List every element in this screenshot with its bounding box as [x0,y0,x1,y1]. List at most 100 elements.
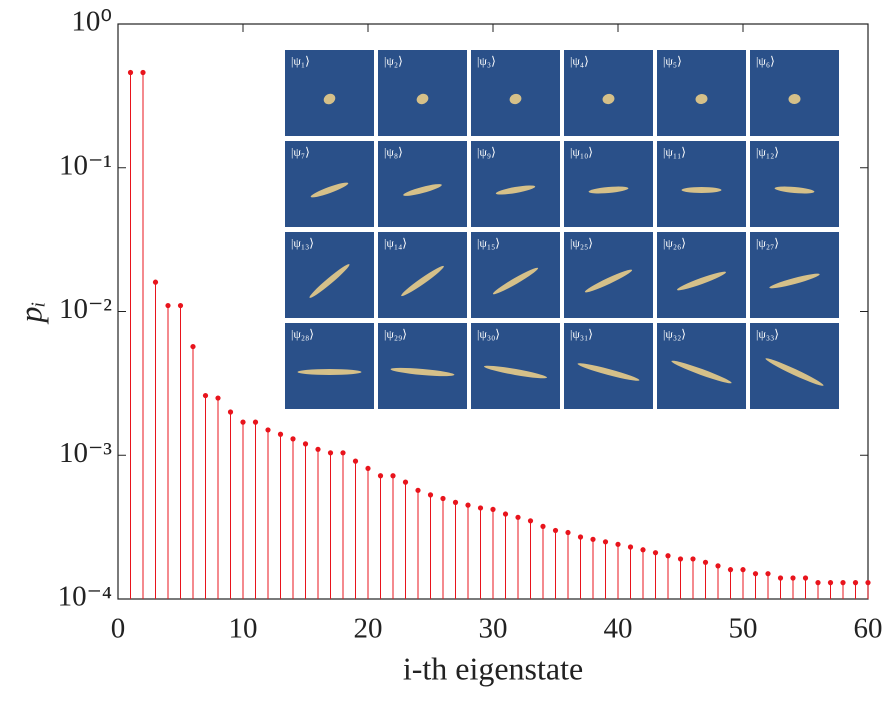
stem-marker [565,529,571,536]
inset-tile [750,232,839,318]
inset-tile [750,50,839,136]
y-tick-label: 10⁻² [59,293,112,325]
stem-marker [240,419,246,425]
x-tick-label: 20 [354,613,383,645]
stem-marker [465,502,471,508]
inset-tile [285,232,374,318]
inset-label: |ψ₅⟩ [663,54,682,68]
y-tick-label: 10⁻³ [59,437,112,469]
stem-marker [715,563,721,569]
stem-marker [815,580,821,586]
stem-marker [752,571,759,577]
inset-label: |ψ₆⟩ [756,54,775,68]
inset-blob [297,369,362,375]
stem-marker [590,536,596,542]
stem-marker [677,556,684,562]
stem-marker [365,465,371,472]
y-tick-label: 10⁰ [71,6,112,38]
stem-marker [602,539,609,545]
stem-marker [227,409,234,415]
stem-marker [827,580,834,586]
inset-blob [416,93,429,105]
inset-tile [378,232,467,318]
inset-tile [285,323,374,409]
inset-blob [509,93,522,105]
inset-label: |ψ₃⟩ [477,54,496,68]
y-tick-label: 10⁻¹ [59,149,112,181]
inset-tile [378,323,467,409]
x-tick-label: 60 [854,613,883,645]
stem-marker [527,518,534,524]
inset-blob [584,269,633,293]
inset-blob [788,93,801,105]
stem-marker [515,514,521,520]
inset-label: |ψ₈⟩ [384,145,403,159]
inset-label: |ψ₁₀⟩ [570,145,593,159]
stem-marker [865,580,871,586]
inset-label: |ψ₂₅⟩ [570,236,593,250]
stem-marker [452,499,459,505]
inset-tile [657,141,746,227]
stem-marker [690,556,696,562]
stem-marker [790,575,796,581]
stem-marker [340,450,346,456]
stem-marker [777,575,784,581]
stem-marker [252,419,259,425]
inset-blob [492,267,539,295]
stem-marker [577,534,584,540]
stem-marker [177,302,184,309]
inset-label: |ψ₁⟩ [291,54,310,68]
stem-marker [502,511,509,517]
stem-marker [702,559,709,565]
inset-blob [495,185,536,195]
inset-label: |ψ₄⟩ [570,54,589,68]
stem-marker [840,580,846,586]
stem-marker [765,571,771,577]
inset-label: |ψ₁₁⟩ [663,145,686,159]
stem-marker [302,441,309,447]
inset-label: |ψ₃₁⟩ [570,327,593,341]
inset-tile [471,232,560,318]
stem-marker [552,527,559,534]
stem-marker [727,567,734,573]
inset-blob [390,367,455,377]
inset-blob [403,184,442,196]
stem-marker [490,506,496,513]
inset-label: |ψ₃₂⟩ [663,327,686,341]
stem-marker [427,492,434,498]
inset-blob [695,93,708,105]
stem-marker [165,302,171,309]
inset-blob [681,187,722,193]
inset-label: |ψ₃₃⟩ [756,327,779,341]
stem-marker [352,458,359,464]
inset-label: |ψ₁₃⟩ [291,236,314,250]
inset-blob [483,365,548,379]
inset-label: |ψ₂₉⟩ [384,327,407,341]
stem-marker [140,69,146,76]
inset-blob [309,264,350,298]
stem-marker [440,495,446,502]
x-tick-label: 10 [229,613,258,645]
stem-marker [127,69,134,76]
inset-tile [657,50,746,136]
stem-marker [615,541,621,547]
y-tick-label: 10⁻⁴ [58,581,112,613]
stem-marker [402,479,409,485]
inset-blob [671,360,732,384]
inset-label: |ψ₂₈⟩ [291,327,314,341]
stem-marker [390,473,396,479]
stem-marker [265,427,271,433]
stem-marker [740,567,746,573]
inset-label: |ψ₂₆⟩ [663,236,686,250]
stem-marker [665,553,671,559]
inset-tile [750,323,839,409]
inset-tile [564,232,653,318]
inset-tile [750,141,839,227]
x-tick-label: 50 [729,613,758,645]
inset-blob [588,186,629,194]
stem-marker [640,547,646,553]
inset-blob [677,271,726,291]
x-axis-label: i-th eigenstate [403,650,583,686]
inset-label: |ψ₁₄⟩ [384,236,407,250]
